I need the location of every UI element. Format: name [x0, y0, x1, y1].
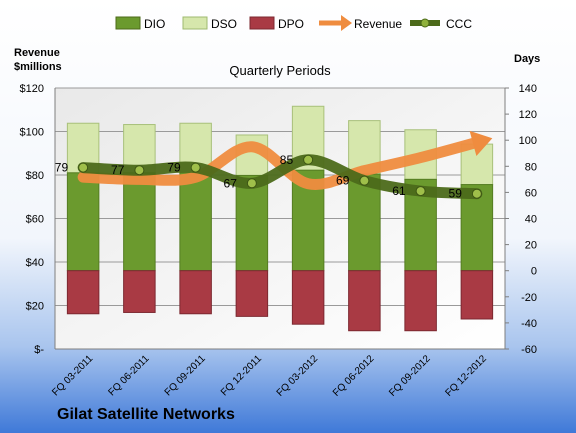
ccc-data-label: 79 [167, 161, 181, 175]
right-tick-label: 0 [531, 266, 537, 278]
left-tick-label: $40 [26, 257, 44, 269]
ccc-marker [303, 154, 314, 165]
ccc-marker [190, 162, 201, 173]
right-tick-label: 140 [519, 83, 537, 95]
legend-swatch-dpo [249, 16, 275, 30]
right-tick-label: 100 [519, 135, 537, 147]
bar-dpo [404, 270, 437, 332]
legend-arrow-revenue [341, 15, 352, 31]
ccc-marker [415, 186, 426, 197]
ccc-marker [134, 165, 145, 176]
ccc-data-label: 69 [336, 174, 350, 188]
company-name: Gilat Satellite Networks [57, 406, 235, 423]
ccc-marker [359, 175, 370, 186]
left-tick-label: $100 [20, 127, 44, 139]
ccc-data-label: 79 [55, 161, 69, 175]
left-tick-label: $80 [26, 170, 44, 182]
legend-marker-ccc [420, 18, 430, 28]
line-revenue [77, 136, 485, 190]
bar-dio [179, 172, 212, 272]
bar-dpo [291, 270, 325, 325]
legend-label-dio: DIO [144, 17, 165, 31]
left-tick-label: $20 [26, 301, 44, 313]
chart-title: Quarterly Periods [229, 63, 331, 78]
right-tick-label: 60 [525, 187, 537, 199]
ccc-marker [471, 188, 482, 199]
bar-dpo [460, 270, 494, 320]
line-series: 79 77 79 67 85 69 61 59 [55, 130, 493, 201]
right-axis-title: Days [514, 53, 540, 65]
legend-swatch-dio [115, 16, 141, 30]
ccc-data-label: 61 [392, 184, 406, 198]
bar-dpo [235, 270, 269, 317]
bar-dio [66, 172, 100, 272]
bar-dio [235, 174, 269, 272]
ccc-data-label: 77 [111, 163, 125, 177]
legend-label-dso: DSO [211, 17, 237, 31]
right-tick-label: -20 [521, 292, 537, 304]
bar-dio [123, 172, 156, 272]
legend-swatch-dso [182, 16, 208, 30]
left-axis-title-line1: Revenue [14, 47, 60, 59]
legend-label-dpo: DPO [278, 17, 304, 31]
right-tick-label: 40 [525, 214, 537, 226]
legend: DIO DSO DPO Revenue CCC [115, 15, 472, 31]
bar-dpo [123, 270, 156, 313]
right-tick-label: 120 [519, 109, 537, 121]
ccc-data-label: 85 [280, 153, 294, 167]
left-tick-label: $120 [20, 83, 44, 95]
right-tick-label: 20 [525, 240, 537, 252]
bar-dpo [66, 270, 100, 315]
ccc-data-label: 67 [224, 176, 238, 190]
bar-dpo [179, 270, 212, 315]
legend-label-revenue: Revenue [354, 17, 402, 31]
left-tick-label: $60 [26, 214, 44, 226]
left-tick-label: $- [34, 344, 44, 356]
ccc-marker [78, 162, 89, 173]
arrowhead-revenue [469, 130, 493, 156]
ccc-marker [246, 178, 257, 189]
left-axis-title-line2: $millions [14, 61, 62, 73]
line-ccc [77, 154, 483, 200]
bar-dpo [348, 270, 381, 332]
ccc-data-label: 59 [449, 187, 463, 201]
legend-label-ccc: CCC [446, 17, 472, 31]
right-tick-label: -40 [521, 318, 537, 330]
right-tick-label: 80 [525, 161, 537, 173]
right-tick-label: -60 [521, 344, 537, 356]
